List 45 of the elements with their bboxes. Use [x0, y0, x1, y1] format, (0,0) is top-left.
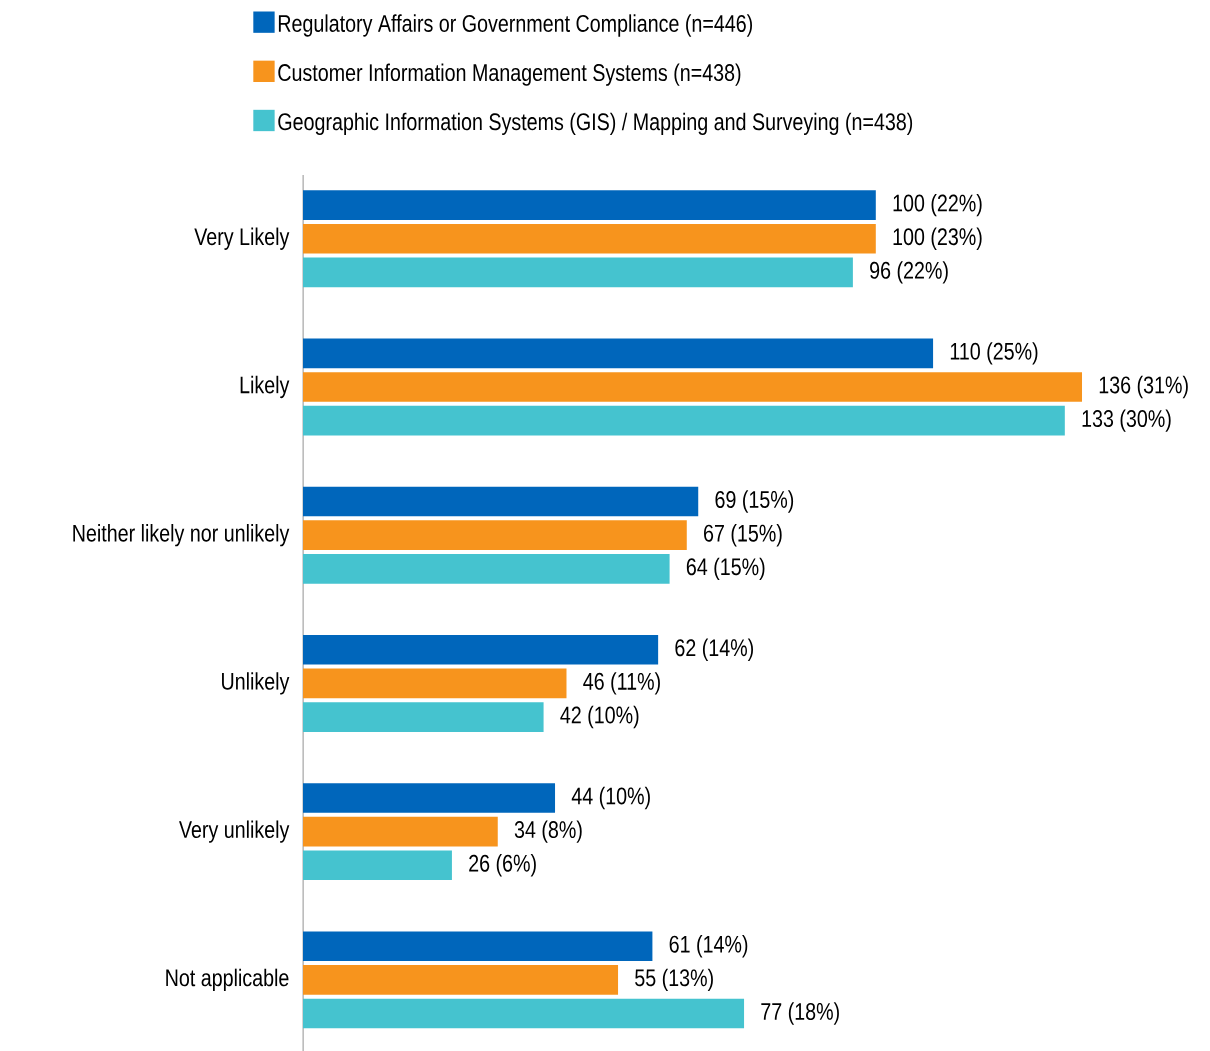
data-label: 64 (15%): [686, 557, 765, 581]
data-label: 136 (31%): [1099, 375, 1188, 399]
data-label: 96 (22%): [870, 261, 948, 284]
bar: [303, 634, 659, 665]
data-label: 26 (6%): [469, 854, 536, 877]
legend-label: Customer Information Management Systems (n=438): [278, 63, 741, 86]
y-tick-label: Very Likely: [194, 227, 290, 250]
bar: [303, 998, 745, 1029]
y-tick-label: Not applicable: [166, 968, 289, 992]
y-tick-label: Likely: [240, 375, 290, 399]
data-label: 46 (11%): [583, 672, 660, 695]
data-label: 34 (8%): [514, 820, 582, 843]
data-label: 44 (10%): [571, 786, 650, 810]
y-tick-label: Very unlikely: [179, 820, 290, 843]
bar: [303, 372, 1083, 402]
y-tick-label: Unlikely: [222, 672, 290, 695]
legend-label: Geographic Information Systems (GIS) / Mapping and Surveying (n=438): [278, 112, 913, 136]
bar: [303, 338, 934, 369]
bar: [303, 931, 653, 962]
bar: [303, 190, 876, 220]
data-label: 55 (13%): [635, 968, 713, 992]
data-label: 69 (15%): [715, 490, 794, 513]
bar: [303, 405, 1065, 436]
bar: [303, 520, 687, 551]
data-label: 100 (23%): [893, 227, 982, 250]
bar: [303, 816, 498, 847]
bar: [303, 668, 567, 699]
data-label: 42 (10%): [560, 705, 639, 729]
bar: [303, 850, 452, 881]
data-label: 110 (25%): [950, 342, 1038, 365]
y-tick-label: Neither likely nor unlikely: [73, 524, 290, 547]
data-label: 67 (15%): [704, 524, 782, 547]
bar: [303, 486, 699, 517]
bar: [303, 965, 619, 995]
legend-label: Regulatory Affairs or Government Compliance (n=446): [278, 14, 753, 37]
bar: [303, 554, 670, 584]
bar: [303, 783, 556, 813]
data-label: 133 (30%): [1082, 409, 1171, 432]
data-label: 100 (22%): [893, 193, 982, 217]
bar: [303, 223, 876, 254]
bar: [303, 702, 544, 732]
data-label: 77 (18%): [761, 1002, 839, 1025]
bar: [303, 257, 853, 288]
data-label: 61 (14%): [669, 935, 748, 958]
data-label: 62 (14%): [675, 638, 753, 661]
